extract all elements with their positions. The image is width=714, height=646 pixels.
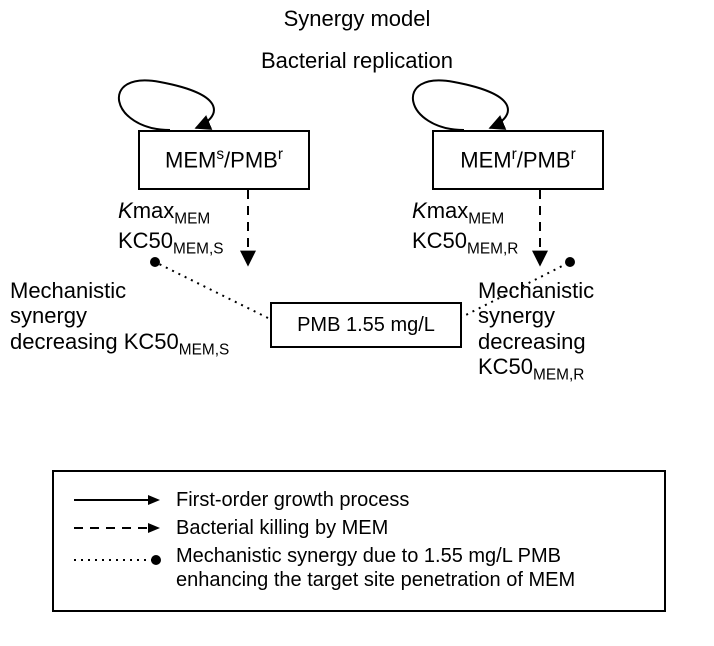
side-text-right-l3: decreasing bbox=[478, 329, 708, 354]
legend-text-3: Mechanistic synergy due to 1.55 mg/L PMB… bbox=[176, 544, 646, 592]
legend-row-3: Mechanistic synergy due to 1.55 mg/L PMB… bbox=[72, 544, 646, 592]
side-text-left-l2: synergy bbox=[10, 303, 270, 328]
side-text-right-l2: synergy bbox=[478, 303, 708, 328]
node-right-box: MEMr/PMBr bbox=[432, 130, 604, 190]
edge-synergy-right-end bbox=[565, 257, 575, 267]
side-text-left: Mechanistic synergy decreasing KC50MEM,S bbox=[10, 278, 270, 359]
node-left-label: MEMs/PMBr bbox=[165, 146, 283, 173]
edge-replication-left bbox=[119, 80, 214, 130]
legend-text-2: Bacterial killing by MEM bbox=[176, 516, 646, 540]
params-right-line1: KmaxMEM bbox=[412, 198, 542, 228]
params-left-line1: KmaxMEM bbox=[118, 198, 248, 228]
edges-svg bbox=[0, 0, 714, 470]
node-center-label: PMB 1.55 mg/L bbox=[297, 314, 435, 337]
node-left-box: MEMs/PMBr bbox=[138, 130, 310, 190]
params-right: KmaxMEM KC50MEM,R bbox=[412, 198, 542, 258]
diagram-canvas: Synergy model Bacterial replication MEMs… bbox=[0, 0, 714, 646]
side-text-right-l4: KC50MEM,R bbox=[478, 354, 708, 384]
legend-text-1: First-order growth process bbox=[176, 488, 646, 512]
edge-synergy-left-end bbox=[150, 257, 160, 267]
legend-swatch-solid bbox=[72, 488, 162, 512]
legend-row-2: Bacterial killing by MEM bbox=[72, 516, 646, 540]
side-text-left-l1: Mechanistic bbox=[10, 278, 270, 303]
side-text-right: Mechanistic synergy decreasing KC50MEM,R bbox=[478, 278, 708, 384]
legend-box: First-order growth process Bacterial kil… bbox=[52, 470, 666, 612]
params-right-line2: KC50MEM,R bbox=[412, 228, 542, 258]
legend-row-1: First-order growth process bbox=[72, 488, 646, 512]
node-right-label: MEMr/PMBr bbox=[460, 146, 575, 173]
params-left: KmaxMEM KC50MEM,S bbox=[118, 198, 248, 258]
legend-swatch-dashed bbox=[72, 516, 162, 540]
node-center-box: PMB 1.55 mg/L bbox=[270, 302, 462, 348]
edge-replication-right bbox=[413, 80, 508, 130]
side-text-right-l1: Mechanistic bbox=[478, 278, 708, 303]
params-left-line2: KC50MEM,S bbox=[118, 228, 248, 258]
side-text-left-l3: decreasing KC50MEM,S bbox=[10, 329, 270, 359]
legend-swatch-dotted bbox=[72, 548, 162, 572]
